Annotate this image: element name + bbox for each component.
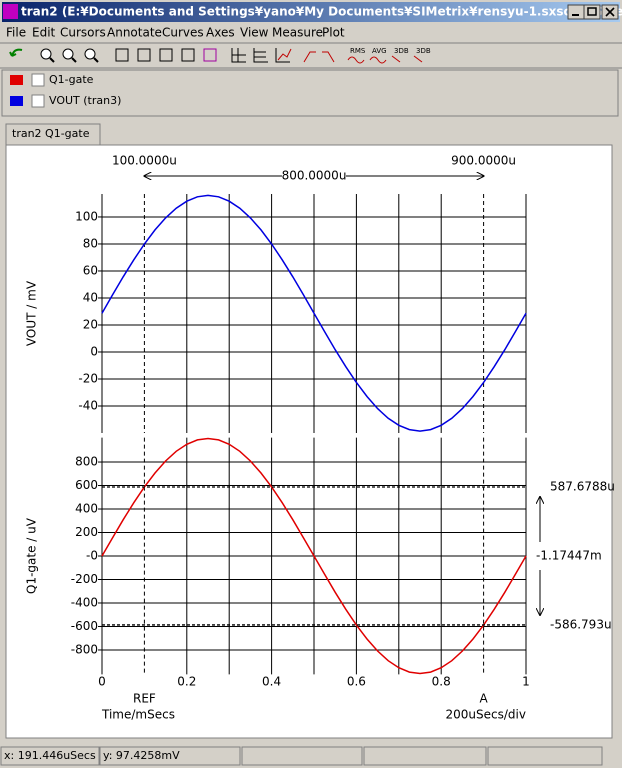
menu-item[interactable]: View <box>240 26 269 40</box>
status-text: x: 191.446uSecs <box>4 749 96 762</box>
status-panel <box>363 746 487 766</box>
app-icon <box>3 4 18 19</box>
y-tick-label: 40 <box>83 290 98 304</box>
y-tick-label: 100 <box>75 209 98 223</box>
cursor-difference: 800.0000u <box>282 169 347 183</box>
window-buttons <box>567 4 619 20</box>
cursor-difference: -1.17447m <box>536 548 602 562</box>
legend-label: VOUT (tran3) <box>49 94 121 107</box>
maximize-button[interactable] <box>583 4 601 20</box>
legend-label: Q1-gate <box>49 73 94 86</box>
cursor-name: REF <box>133 692 156 706</box>
tool-icons[interactable] <box>115 48 423 64</box>
cursor-value: 587.6788u <box>550 479 615 493</box>
y-tick-label: -600 <box>71 619 98 633</box>
cursor-name: A <box>479 692 488 706</box>
series-line <box>101 437 527 675</box>
undo-icon[interactable] <box>9 48 23 57</box>
status-bar: x: 191.446uSecs y: 97.4258mV <box>0 746 603 766</box>
menu-item[interactable]: Edit <box>32 26 56 40</box>
y-tick-label: 600 <box>75 478 98 492</box>
menu-item[interactable]: File <box>6 26 26 40</box>
y-tick-label: 400 <box>75 502 98 516</box>
y-tick-label: 20 <box>83 317 98 331</box>
window-title: tran2 (E:¥Documents and Settings¥yano¥My… <box>21 5 622 19</box>
title-bar <box>2 2 620 22</box>
menu-item[interactable]: Cursors <box>60 26 106 40</box>
y-tick-label: -800 <box>71 642 98 656</box>
menu-item[interactable]: Measure <box>272 26 323 40</box>
tab[interactable] <box>5 123 101 145</box>
minimize-button[interactable] <box>567 4 585 20</box>
x-tick-label: 0 <box>98 675 106 689</box>
y-axis-label: Q1-gate / uV <box>25 517 39 594</box>
menu-bar: File Edit Cursors Annotate Curves Axes View Mea… <box>6 26 345 40</box>
x-axis-label: Time/mSecs <box>101 708 175 722</box>
y-tick-label: -200 <box>71 572 98 586</box>
menu-item[interactable]: Plot <box>322 26 345 40</box>
y-tick-label: 80 <box>83 236 98 250</box>
series-line <box>101 194 527 432</box>
zoom-icons[interactable] <box>40 48 99 63</box>
scale-label: 200uSecs/div <box>446 708 526 722</box>
toolbar-label[interactable]: 3DB <box>416 47 431 55</box>
y-tick-label: 200 <box>75 525 98 539</box>
legend-panel <box>1 69 619 117</box>
toolbar: RMS AVG 3DB 3DB <box>9 47 431 64</box>
x-tick-label: 0.4 <box>262 675 281 689</box>
cursor-value: -586.793u <box>550 617 612 631</box>
status-panel <box>241 746 363 766</box>
y-tick-label: 0 <box>90 344 98 358</box>
y-tick-label: -0 <box>86 549 98 563</box>
legend-swatch <box>10 96 23 106</box>
status-panel <box>487 746 603 766</box>
y-tick-label: -20 <box>78 371 98 385</box>
x-tick-label: 0.2 <box>177 675 196 689</box>
status-panel <box>0 746 100 766</box>
y-tick-label: -40 <box>78 398 98 412</box>
status-text: y: 97.4258mV <box>103 749 180 762</box>
toolbar-label[interactable]: 3DB <box>394 47 409 55</box>
x-tick-label: 0.6 <box>347 675 366 689</box>
legend-swatch <box>10 75 23 85</box>
y-axis-label: VOUT / mV <box>25 280 39 346</box>
menu-item[interactable]: Annotate <box>107 26 162 40</box>
cursor-value: 100.0000u <box>112 154 177 168</box>
y-tick-label: 800 <box>75 455 98 469</box>
legend-checkbox[interactable] <box>31 94 45 108</box>
menu-item[interactable]: Curves <box>162 26 204 40</box>
toolbar-label[interactable]: RMS <box>350 47 366 55</box>
toolbar-label[interactable]: AVG <box>372 47 387 55</box>
cursor-value: 900.0000u <box>451 154 516 168</box>
tab-label: tran2 Q1-gate <box>12 127 90 140</box>
legend-checkbox[interactable] <box>31 73 45 87</box>
menu-item[interactable]: Axes <box>206 26 235 40</box>
y-tick-label: -400 <box>71 595 98 609</box>
x-tick-label: 1 <box>522 675 530 689</box>
y-tick-label: 60 <box>83 263 98 277</box>
x-tick-label: 0.8 <box>432 675 451 689</box>
status-panel <box>99 746 241 766</box>
legend: Q1-gate VOUT (tran3) <box>10 73 121 108</box>
